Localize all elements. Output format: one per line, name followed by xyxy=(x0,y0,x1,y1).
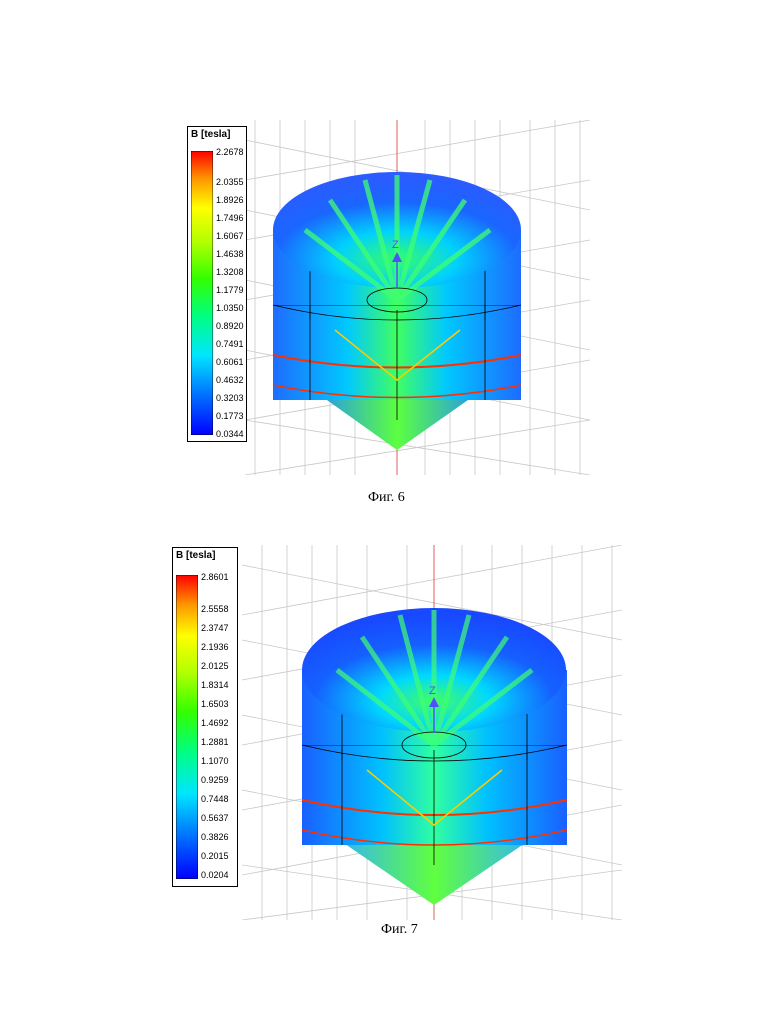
legend-tick: 2.2678 xyxy=(216,147,244,157)
legend-tick: 0.6061 xyxy=(216,357,244,367)
figure-6-caption: Фиг. 6 xyxy=(368,490,405,506)
legend-tick: 0.4632 xyxy=(216,375,244,385)
colorbar xyxy=(176,575,198,879)
legend-tick: 0.8920 xyxy=(216,321,244,331)
legend-title: B [tesla] xyxy=(176,550,215,561)
figure-7: Z B [tesla] 2.8601 2.5558 2.3747 2.1936 … xyxy=(172,545,622,920)
legend-tick: 1.1779 xyxy=(216,285,244,295)
magnetic-field-plot: Z xyxy=(172,545,622,920)
legend-tick: 0.0344 xyxy=(216,429,244,439)
legend-tick: 1.1070 xyxy=(201,756,229,766)
z-axis-label: Z xyxy=(429,685,436,697)
legend-tick: 2.5558 xyxy=(201,604,229,614)
colorbar xyxy=(191,151,213,435)
legend-tick: 1.3208 xyxy=(216,267,244,277)
legend-tick: 1.0350 xyxy=(216,303,244,313)
rotor-model: Z xyxy=(302,608,567,905)
legend-tick: 2.0355 xyxy=(216,177,244,187)
legend-tick: 2.1936 xyxy=(201,642,229,652)
legend-tick: 0.0204 xyxy=(201,870,229,880)
legend-tick: 0.1773 xyxy=(216,411,244,421)
legend-tick: 1.8314 xyxy=(201,680,229,690)
legend-tick: 2.3747 xyxy=(201,623,229,633)
legend-tick: 0.3203 xyxy=(216,393,244,403)
legend-tick: 0.5637 xyxy=(201,813,229,823)
legend-tick: 2.8601 xyxy=(201,572,229,582)
legend-tick: 1.7496 xyxy=(216,213,244,223)
figure-7-caption: Фиг. 7 xyxy=(381,922,418,938)
legend-title: B [tesla] xyxy=(191,129,230,140)
z-axis-label: Z xyxy=(392,239,399,251)
legend-tick: 0.3826 xyxy=(201,832,229,842)
legend-tick: 1.4638 xyxy=(216,249,244,259)
legend-tick: 0.2015 xyxy=(201,851,229,861)
colorbar-legend: B [tesla] 2.8601 2.5558 2.3747 2.1936 2.… xyxy=(172,547,238,887)
legend-tick: 1.4692 xyxy=(201,718,229,728)
legend-tick: 1.2881 xyxy=(201,737,229,747)
legend-tick: 0.9259 xyxy=(201,775,229,785)
legend-tick: 1.6067 xyxy=(216,231,244,241)
legend-tick: 2.0125 xyxy=(201,661,229,671)
figure-6: Z B [tesla] 2.2678 2.0355 1.8926 1.7496 … xyxy=(185,120,590,475)
legend-tick: 0.7491 xyxy=(216,339,244,349)
legend-tick: 0.7448 xyxy=(201,794,229,804)
legend-tick: 1.6503 xyxy=(201,699,229,709)
legend-tick: 1.8926 xyxy=(216,195,244,205)
colorbar-legend: B [tesla] 2.2678 2.0355 1.8926 1.7496 1.… xyxy=(187,126,247,442)
